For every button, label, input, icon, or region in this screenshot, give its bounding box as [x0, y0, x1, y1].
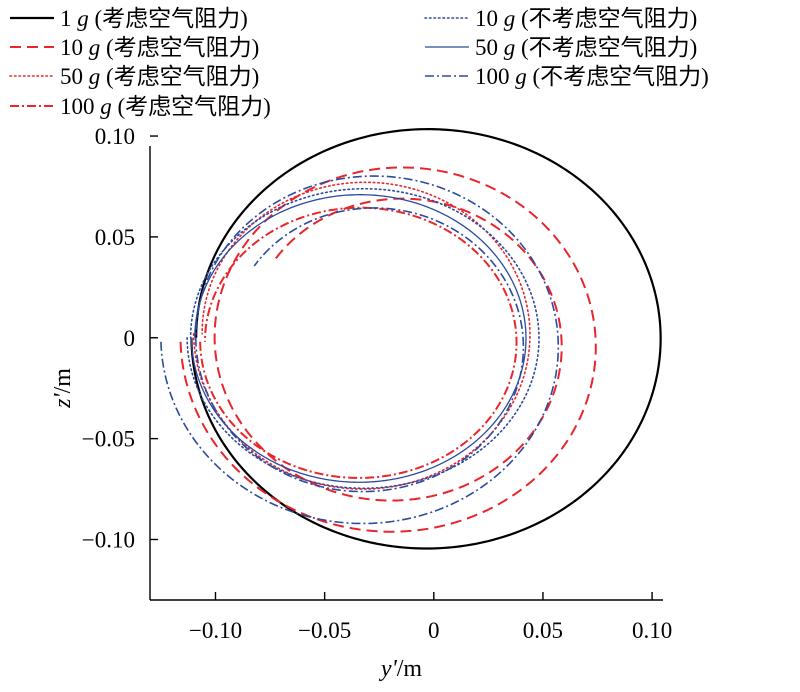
legend-description: (不考虑空气阻力)	[515, 35, 697, 60]
legend-description: (考虑空气阻力)	[100, 64, 259, 89]
y-tick-label: 0.10	[95, 124, 135, 149]
legend-number: 50	[475, 35, 504, 60]
legend-label-3: 100 g (考虑空气阻力)	[60, 94, 271, 119]
y-axis-variable: z'	[50, 393, 76, 409]
legend: 1 g (考虑空气阻力)10 g (考虑空气阻力)50 g (考虑空气阻力)10…	[9, 6, 709, 119]
legend-label-2: 50 g (考虑空气阻力)	[60, 64, 259, 89]
legend-unit: g	[100, 94, 112, 119]
legend-number: 10	[60, 35, 89, 60]
plot-series	[160, 128, 662, 550]
series-line-1	[179, 166, 597, 533]
legend-number: 1	[60, 6, 77, 31]
series-line-2	[192, 181, 531, 490]
y-tick-label: −0.10	[82, 527, 135, 552]
legend-label-6: 100 g (不考虑空气阻力)	[475, 64, 709, 89]
legend-unit: g	[89, 64, 101, 89]
y-axis-unit: /m	[50, 368, 76, 394]
legend-unit: g	[504, 35, 516, 60]
x-tick-label: −0.10	[189, 618, 242, 643]
x-tick-label: 0	[428, 618, 440, 643]
legend-label-0: 1 g (考虑空气阻力)	[60, 6, 248, 31]
legend-unit: g	[504, 6, 516, 31]
legend-number: 100	[475, 64, 515, 89]
legend-unit: g	[515, 64, 527, 89]
series-line-4	[186, 187, 540, 490]
legend-description: (不考虑空气阻力)	[515, 6, 697, 31]
series-line-0	[190, 128, 662, 550]
legend-label-5: 50 g (不考虑空气阻力)	[475, 35, 697, 60]
series-line-6	[160, 175, 560, 525]
y-tick-label: 0	[124, 326, 136, 351]
x-tick-label: 0.05	[523, 618, 563, 643]
legend-description: (不考虑空气阻力)	[527, 64, 709, 89]
legend-label-4: 10 g (不考虑空气阻力)	[475, 6, 697, 31]
x-axis-variable: y'	[379, 656, 398, 682]
legend-number: 100	[60, 94, 100, 119]
y-axis-title: z'/m	[50, 368, 76, 409]
legend-description: (考虑空气阻力)	[100, 35, 259, 60]
legend-unit: g	[89, 35, 101, 60]
axes: −0.10 −0.05 0 0.05 0.10 −0.10 −0.05 0 0.05 0.10	[82, 124, 672, 643]
axis-labels: y'/mz'/m	[50, 368, 422, 682]
series-line-5	[190, 194, 527, 483]
y-tick-label: 0.05	[95, 225, 135, 250]
legend-label-1: 10 g (考虑空气阻力)	[60, 35, 259, 60]
legend-number: 10	[475, 6, 504, 31]
legend-description: (考虑空气阻力)	[112, 94, 271, 119]
y-tick-label: −0.05	[82, 427, 135, 452]
x-tick-label: −0.05	[298, 618, 351, 643]
series-line-3	[199, 206, 518, 479]
x-tick-label: 0.10	[632, 618, 672, 643]
x-axis-unit: /m	[397, 656, 423, 682]
legend-unit: g	[77, 6, 89, 31]
legend-number: 50	[60, 64, 89, 89]
x-axis-title: y'/m	[379, 656, 422, 682]
legend-description: (考虑空气阻力)	[89, 6, 248, 31]
